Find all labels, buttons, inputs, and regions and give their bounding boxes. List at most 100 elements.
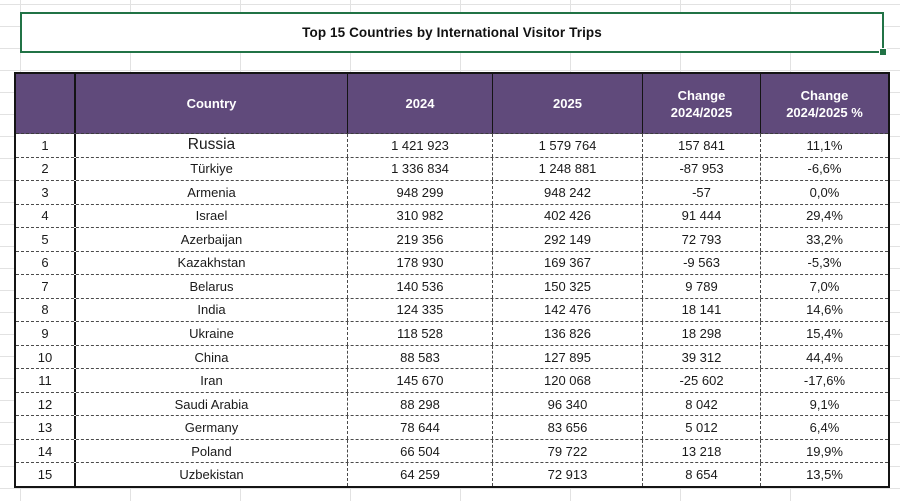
change-cell[interactable]: 8 654 [642, 463, 760, 486]
selection-fill-handle[interactable] [879, 48, 887, 56]
country-cell[interactable]: Belarus [74, 275, 347, 298]
rank-cell[interactable]: 8 [41, 302, 49, 318]
y2025-cell[interactable]: 120 068 [492, 369, 642, 392]
change-cell[interactable]: 5 012 [642, 416, 760, 439]
change-pct-cell[interactable]: 0,0% [760, 181, 888, 204]
country-cell[interactable]: Israel [74, 204, 347, 228]
change-pct-cell[interactable]: 7,0% [760, 275, 888, 298]
title-cell[interactable]: Top 15 Countries by International Visito… [20, 12, 887, 56]
y2025-cell[interactable]: 1 579 764 [492, 134, 642, 157]
rank-cell[interactable]: 5 [41, 231, 49, 247]
change-cell[interactable]: 8 042 [642, 392, 760, 416]
change-cell[interactable]: -9 563 [642, 251, 760, 275]
change-cell[interactable]: 91 444 [642, 204, 760, 228]
change-cell[interactable]: -87 953 [642, 157, 760, 181]
rank-cell[interactable]: 12 [37, 396, 53, 412]
y2024-cell[interactable]: 88 298 [347, 392, 492, 416]
change-pct-cell[interactable]: 6,4% [760, 416, 888, 439]
y2025-cell[interactable]: 136 826 [492, 322, 642, 345]
country-cell[interactable]: Türkiye [74, 157, 347, 181]
change-pct-cell[interactable]: 11,1% [760, 134, 888, 157]
rank-cell[interactable]: 1 [41, 137, 49, 153]
change-cell[interactable]: -25 602 [642, 369, 760, 392]
country-cell[interactable]: China [74, 345, 347, 369]
change-cell[interactable]: 9 789 [642, 275, 760, 298]
y2025-cell[interactable]: 1 248 881 [492, 157, 642, 181]
y2025-cell[interactable]: 96 340 [492, 392, 642, 416]
change-cell[interactable]: 13 218 [642, 439, 760, 463]
country-cell[interactable]: Saudi Arabia [74, 392, 347, 416]
y2025-cell[interactable]: 292 149 [492, 228, 642, 251]
change-cell[interactable]: 39 312 [642, 345, 760, 369]
change-pct-cell[interactable]: 9,1% [760, 392, 888, 416]
rank-cell[interactable]: 3 [41, 184, 49, 200]
y2024-cell[interactable]: 64 259 [347, 463, 492, 486]
rank-cell[interactable]: 6 [41, 255, 49, 271]
country-cell[interactable]: Armenia [74, 181, 347, 204]
change-cell[interactable]: -57 [642, 181, 760, 204]
y2024-cell[interactable]: 310 982 [347, 204, 492, 228]
rank-cell[interactable]: 15 [37, 467, 53, 483]
header-change-cell[interactable]: Change 2024/2025 [642, 74, 760, 133]
rank-cell[interactable]: 4 [41, 208, 49, 224]
change-cell[interactable]: 18 141 [642, 298, 760, 322]
change-pct-cell[interactable]: 33,2% [760, 228, 888, 251]
header-2024-cell[interactable]: 2024 [347, 74, 492, 133]
change-cell[interactable]: 18 298 [642, 322, 760, 345]
country-cell[interactable]: Ukraine [74, 322, 347, 345]
y2024-cell[interactable]: 1 336 834 [347, 157, 492, 181]
change-cell[interactable]: 72 793 [642, 228, 760, 251]
y2025-cell[interactable]: 169 367 [492, 251, 642, 275]
y2024-cell[interactable]: 88 583 [347, 345, 492, 369]
country-cell[interactable]: Iran [74, 369, 347, 392]
country-cell[interactable]: Kazakhstan [74, 251, 347, 275]
y2025-cell[interactable]: 142 476 [492, 298, 642, 322]
change-pct-cell[interactable]: 14,6% [760, 298, 888, 322]
change-pct-cell[interactable]: 19,9% [760, 439, 888, 463]
header-2025-cell[interactable]: 2025 [492, 74, 642, 133]
y2025-cell[interactable]: 948 242 [492, 181, 642, 204]
header-change-pct-cell[interactable]: Change 2024/2025 % [760, 74, 888, 133]
y2024-cell[interactable]: 140 536 [347, 275, 492, 298]
y2024-cell[interactable]: 948 299 [347, 181, 492, 204]
y2025-cell[interactable]: 79 722 [492, 439, 642, 463]
change-pct-cell[interactable]: 13,5% [760, 463, 888, 486]
country-cell[interactable]: Germany [74, 416, 347, 439]
country-cell[interactable]: India [74, 298, 347, 322]
change-pct-cell[interactable]: 44,4% [760, 345, 888, 369]
change-pct-cell[interactable]: -5,3% [760, 251, 888, 275]
change-cell[interactable]: 157 841 [642, 134, 760, 157]
country-cell[interactable]: Russia [74, 134, 347, 157]
change-pct-cell[interactable]: -17,6% [760, 369, 888, 392]
rank-cell[interactable]: 2 [41, 161, 49, 177]
y2025-cell[interactable]: 72 913 [492, 463, 642, 486]
rank-cell[interactable]: 9 [41, 326, 49, 342]
y2025-cell[interactable]: 150 325 [492, 275, 642, 298]
y2024-cell[interactable]: 66 504 [347, 439, 492, 463]
y2024-cell[interactable]: 178 930 [347, 251, 492, 275]
change-pct-cell[interactable]: -6,6% [760, 157, 888, 181]
change-pct-cell[interactable]: 15,4% [760, 322, 888, 345]
table-row: 14 Poland 66 504 79 722 13 218 19,9% [16, 438, 888, 463]
rank-cell[interactable]: 10 [37, 349, 53, 365]
y2024-cell[interactable]: 78 644 [347, 416, 492, 439]
country-cell[interactable]: Uzbekistan [74, 463, 347, 486]
rank-cell[interactable]: 14 [37, 443, 53, 459]
y2025-cell[interactable]: 127 895 [492, 345, 642, 369]
change-pct-cell[interactable]: 29,4% [760, 204, 888, 228]
header-rank-cell[interactable] [16, 74, 74, 133]
y2024-cell[interactable]: 1 421 923 [347, 134, 492, 157]
table-row: 15 Uzbekistan 64 259 72 913 8 654 13,5% [16, 462, 888, 486]
rank-cell[interactable]: 13 [37, 420, 53, 436]
y2024-cell[interactable]: 145 670 [347, 369, 492, 392]
y2025-cell[interactable]: 402 426 [492, 204, 642, 228]
y2025-cell[interactable]: 83 656 [492, 416, 642, 439]
y2024-cell[interactable]: 219 356 [347, 228, 492, 251]
rank-cell[interactable]: 11 [38, 373, 52, 389]
y2024-cell[interactable]: 124 335 [347, 298, 492, 322]
header-country-cell[interactable]: Country [74, 74, 347, 133]
country-cell[interactable]: Azerbaijan [74, 228, 347, 251]
country-cell[interactable]: Poland [74, 439, 347, 463]
y2024-cell[interactable]: 118 528 [347, 322, 492, 345]
rank-cell[interactable]: 7 [41, 278, 49, 294]
